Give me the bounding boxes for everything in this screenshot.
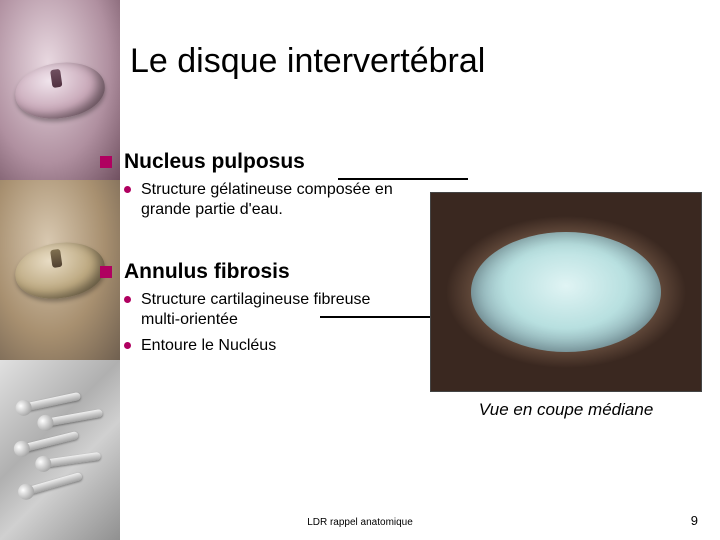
- bullet-dot-icon: [124, 186, 131, 193]
- bullet-annulus-1: Structure cartilagineuse fibreuse multi-…: [124, 290, 400, 330]
- sidebar-image-hardware: [0, 360, 120, 540]
- bullet-dot-icon: [124, 296, 131, 303]
- bullet-square-icon: [100, 156, 112, 168]
- slide: Le disque intervertébral Nucleus pulposu…: [0, 0, 720, 540]
- bullet-nucleus-1: Structure gélatineuse composée en grande…: [124, 180, 400, 220]
- heading-nucleus: Nucleus pulposus: [100, 150, 400, 174]
- footer-page-number: 9: [691, 513, 698, 528]
- heading-text: Annulus fibrosis: [124, 260, 290, 284]
- spinal-screws-icon: [15, 390, 105, 510]
- bullet-text: Entoure le Nucléus: [141, 336, 276, 356]
- pointer-line-annulus: [320, 316, 434, 318]
- bullet-dot-icon: [124, 342, 131, 349]
- footer-center: LDR rappel anatomique: [0, 517, 720, 528]
- bullet-text: Structure gélatineuse composée en grande…: [141, 180, 400, 220]
- content-column: Nucleus pulposus Structure gélatineuse c…: [100, 150, 400, 362]
- bullet-text: Structure cartilagineuse fibreuse multi-…: [141, 290, 400, 330]
- heading-annulus: Annulus fibrosis: [100, 260, 400, 284]
- disc-implant-icon: [12, 237, 109, 304]
- bullet-square-icon: [100, 266, 112, 278]
- anatomical-cross-section-image: [430, 192, 702, 392]
- bullet-annulus-2: Entoure le Nucléus: [124, 336, 400, 356]
- heading-text: Nucleus pulposus: [124, 150, 305, 174]
- figure-right: Vue en coupe médiane: [430, 192, 702, 420]
- slide-title: Le disque intervertébral: [130, 42, 700, 81]
- pointer-line-nucleus: [338, 178, 468, 180]
- disc-implant-icon: [12, 57, 109, 124]
- figure-caption: Vue en coupe médiane: [430, 400, 702, 420]
